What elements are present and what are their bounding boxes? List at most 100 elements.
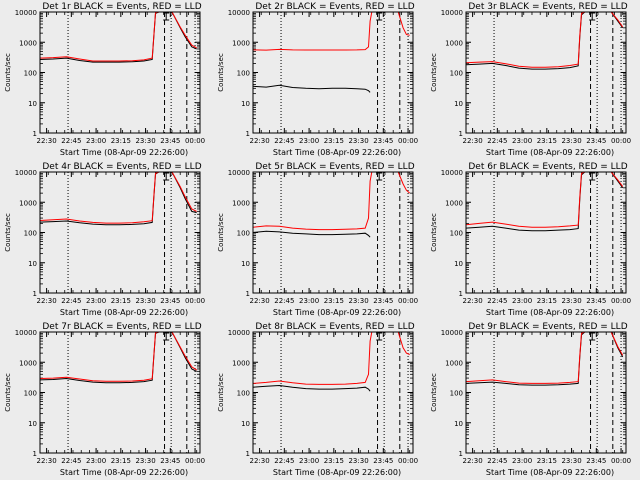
y-tick-label: 10000 <box>441 9 463 17</box>
detector-chart-6: Det 6r BLACK = Events, RED = LLD Counts/s… <box>430 162 631 317</box>
x-axis-label: Start Time (08-Apr-09 22:26:00) <box>60 468 188 477</box>
red-series-line <box>253 12 410 51</box>
y-tick-label: 1000 <box>445 199 463 207</box>
plot-frame <box>252 331 414 454</box>
x-tick-label: 23:30 <box>348 297 368 305</box>
plot-frame <box>465 171 627 294</box>
y-tick-label: 1 <box>33 290 37 298</box>
x-tick-label: 00:00 <box>185 297 205 305</box>
x-tick-label: 23:45 <box>160 297 180 305</box>
chart-title: Det 3r BLACK = Events, RED = LLD <box>468 2 627 12</box>
y-tick-label: 10000 <box>15 9 37 17</box>
x-tick-label: 22:30 <box>37 297 57 305</box>
x-tick-label: 22:30 <box>463 137 483 145</box>
y-tick-label: 10 <box>241 260 250 268</box>
detector-chart-8: Det 8r BLACK = Events, RED = LLD Counts/s… <box>217 322 418 477</box>
x-tick-label: 23:00 <box>86 457 106 465</box>
x-tick-label: 00:00 <box>611 457 631 465</box>
red-series-line <box>40 172 197 224</box>
x-tick-label: 23:15 <box>324 137 344 145</box>
x-tick-label: 23:30 <box>135 297 155 305</box>
black-series-line <box>40 12 197 63</box>
plot-frame <box>252 11 414 134</box>
y-tick-label: 100 <box>450 230 463 238</box>
x-tick-label: 23:00 <box>512 137 532 145</box>
x-axis-label: Start Time (08-Apr-09 22:26:00) <box>273 308 401 317</box>
x-tick-label: 23:15 <box>324 457 344 465</box>
plot-frame <box>39 171 201 294</box>
x-tick-label: 23:45 <box>586 457 606 465</box>
x-tick-label: 23:45 <box>586 297 606 305</box>
x-tick-label: 00:00 <box>611 297 631 305</box>
y-axis-label: Counts/sec <box>4 373 12 412</box>
x-tick-label: 23:00 <box>512 297 532 305</box>
detector-chart-1: Det 1r BLACK = Events, RED = LLD Counts/s… <box>4 2 205 157</box>
detector-chart-2: Det 2r BLACK = Events, RED = LLD Counts/s… <box>217 2 418 157</box>
y-tick-label: 10000 <box>228 9 250 17</box>
chart-title: Det 9r BLACK = Events, RED = LLD <box>468 322 627 332</box>
x-axis-label: Start Time (08-Apr-09 22:26:00) <box>486 308 614 317</box>
y-tick-label: 1000 <box>232 39 250 47</box>
x-tick-label: 00:00 <box>611 137 631 145</box>
y-tick-label: 100 <box>24 70 37 78</box>
black-series-line <box>40 172 197 226</box>
x-tick-label: 23:15 <box>324 297 344 305</box>
x-axis-label: Start Time (08-Apr-09 22:26:00) <box>486 148 614 157</box>
x-tick-label: 00:00 <box>398 457 418 465</box>
x-tick-label: 00:00 <box>398 137 418 145</box>
x-tick-label: 23:30 <box>135 457 155 465</box>
y-tick-label: 10 <box>241 100 250 108</box>
x-tick-label: 22:45 <box>61 137 81 145</box>
detector-chart-5: Det 5r BLACK = Events, RED = LLD Counts/s… <box>217 162 418 317</box>
x-tick-label: 23:30 <box>348 137 368 145</box>
x-tick-label: 23:15 <box>111 457 131 465</box>
y-tick-label: 10000 <box>15 169 37 177</box>
x-tick-label: 23:15 <box>537 137 557 145</box>
x-tick-label: 00:00 <box>398 297 418 305</box>
y-tick-label: 100 <box>450 70 463 78</box>
x-tick-label: 22:45 <box>487 137 507 145</box>
x-tick-label: 23:30 <box>135 137 155 145</box>
y-tick-label: 10 <box>454 100 463 108</box>
y-tick-label: 100 <box>450 390 463 398</box>
y-tick-label: 1 <box>246 130 250 138</box>
x-tick-label: 00:00 <box>185 137 205 145</box>
y-tick-label: 1000 <box>445 39 463 47</box>
y-tick-label: 1000 <box>445 359 463 367</box>
y-axis-label: Counts/sec <box>430 213 438 252</box>
chart-title: Det 6r BLACK = Events, RED = LLD <box>468 162 627 172</box>
detector-chart-9: Det 9r BLACK = Events, RED = LLD Counts/s… <box>430 322 631 477</box>
y-tick-label: 10 <box>28 260 37 268</box>
x-tick-label: 23:00 <box>86 297 106 305</box>
y-tick-label: 1000 <box>232 359 250 367</box>
y-axis-label: Counts/sec <box>4 213 12 252</box>
chart-title: Det 4r BLACK = Events, RED = LLD <box>42 162 201 172</box>
black-series-line <box>466 12 624 70</box>
x-axis-label: Start Time (08-Apr-09 22:26:00) <box>273 468 401 477</box>
plot-frame <box>465 331 627 454</box>
black-series-line <box>466 332 624 386</box>
y-tick-label: 100 <box>237 230 250 238</box>
y-tick-label: 1 <box>459 290 463 298</box>
y-tick-label: 10 <box>241 420 250 428</box>
red-series-line <box>253 172 411 231</box>
y-tick-label: 10000 <box>15 329 37 337</box>
y-tick-label: 1000 <box>19 199 37 207</box>
x-tick-label: 23:00 <box>86 137 106 145</box>
y-tick-label: 10 <box>28 420 37 428</box>
red-series-line <box>466 12 624 68</box>
y-tick-label: 1 <box>33 130 37 138</box>
y-axis-label: Counts/sec <box>217 373 225 412</box>
x-tick-label: 23:00 <box>512 457 532 465</box>
detector-chart-7: Det 7r BLACK = Events, RED = LLD Counts/s… <box>4 322 205 477</box>
x-tick-label: 23:45 <box>373 137 393 145</box>
black-series-line <box>253 384 371 392</box>
chart-title: Det 7r BLACK = Events, RED = LLD <box>42 322 201 332</box>
detector-chart-4: Det 4r BLACK = Events, RED = LLD Counts/s… <box>4 162 205 317</box>
x-tick-label: 23:30 <box>561 457 581 465</box>
red-series-line <box>466 172 624 228</box>
x-tick-label: 23:15 <box>537 457 557 465</box>
x-tick-label: 23:15 <box>537 297 557 305</box>
x-tick-label: 23:45 <box>586 137 606 145</box>
y-tick-label: 10000 <box>441 169 463 177</box>
